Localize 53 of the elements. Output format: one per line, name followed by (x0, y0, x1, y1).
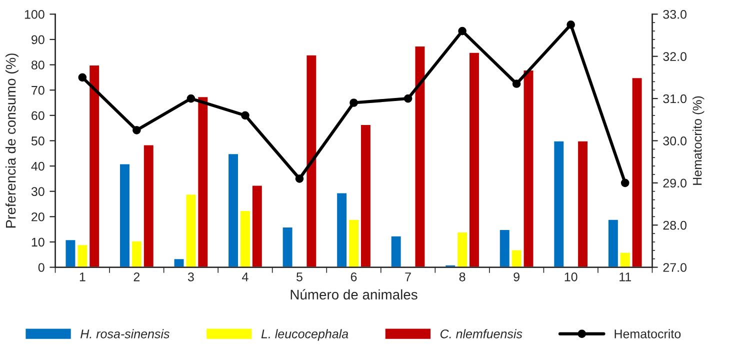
y-tick-label: 60 (32, 111, 44, 120)
y2-tick-label: 32.0 (663, 52, 686, 61)
x-tick-label: 6 (350, 272, 357, 282)
bar (390, 234, 402, 268)
x-tick-label: 11 (620, 272, 631, 282)
y-tick-label: 10 (32, 238, 44, 247)
y-tick-label: 80 (32, 60, 44, 70)
y2-tick-label: 27.0 (663, 263, 686, 272)
bar (552, 140, 566, 268)
bar (281, 226, 294, 268)
y2-tick-label: 28.0 (663, 220, 686, 230)
x-tick-label: 3 (188, 272, 194, 282)
x-axis-title: Número de animales (290, 289, 418, 300)
x-tick-label: 5 (296, 272, 302, 282)
point (566, 20, 576, 29)
point (186, 94, 196, 103)
point (620, 178, 630, 188)
legend-label: Hematocrito (614, 329, 681, 338)
x-tick-label: 10 (564, 272, 578, 282)
bar (576, 140, 589, 268)
x-tick-label: 7 (405, 272, 411, 282)
x-tick-label: 1 (80, 272, 86, 282)
point (132, 126, 141, 134)
point (350, 98, 358, 107)
point (512, 80, 521, 88)
y2-tick-label: 30.0 (663, 136, 686, 146)
point (241, 111, 250, 120)
point (458, 26, 466, 36)
x-tick-label: 9 (514, 272, 520, 282)
legend-label: H. rosa-sinensis (80, 329, 170, 338)
y-tick-label: 20 (32, 212, 44, 222)
y2-tick-label: 31.0 (663, 94, 686, 104)
y2-tick-label: 33.0 (663, 10, 686, 19)
x-tick-label: 2 (134, 272, 140, 282)
y-tick-label: 70 (32, 86, 44, 95)
point (404, 94, 412, 103)
point (295, 174, 304, 183)
legend-label: C. nlemfuensis (440, 329, 522, 338)
y-tick-label: 100 (24, 10, 44, 19)
bar (305, 54, 318, 268)
y-tick-label: 30 (31, 187, 44, 196)
y-tick-label: 40 (31, 162, 44, 171)
x-tick-label: 8 (459, 272, 466, 282)
y-tick-label: 0 (38, 263, 44, 272)
y-axis-title: Preferencia de consumo (%) (6, 54, 18, 228)
bar (414, 45, 426, 268)
y-tick-label: 50 (31, 136, 44, 146)
x-tick-label: 4 (242, 272, 248, 282)
y2-axis-title: Hematocrito (%) (692, 96, 704, 185)
y-tick-label: 90 (32, 35, 44, 44)
point (78, 73, 87, 82)
y2-tick-label: 29.0 (663, 178, 686, 188)
legend-label: L. leucocephala (261, 329, 348, 341)
